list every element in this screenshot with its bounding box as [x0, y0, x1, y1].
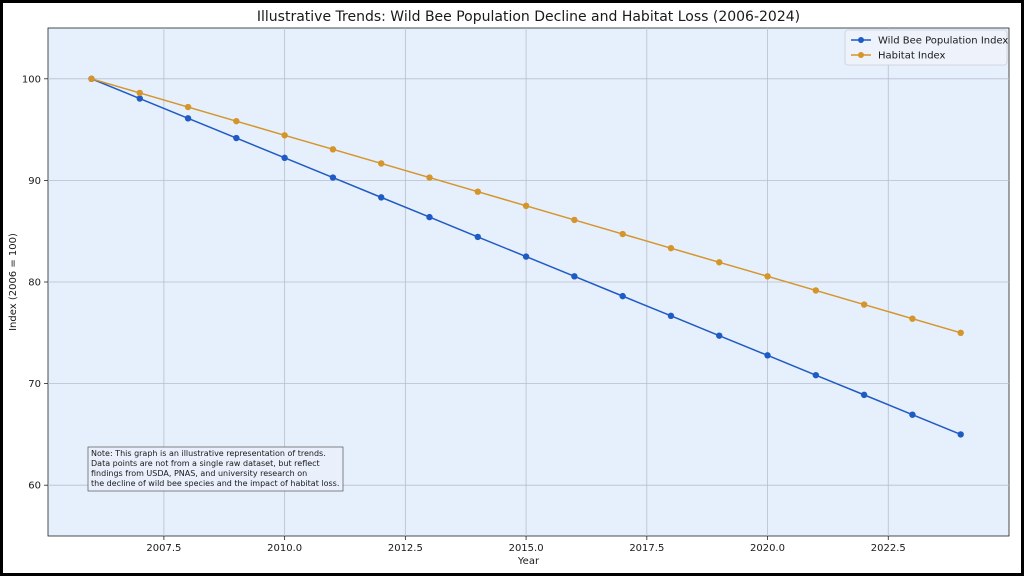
x-axis-label: Year — [517, 556, 540, 567]
x-axis-ticks: 2007.5 2010.0 2012.5 2015.0 2017.5 2020.0 2022… — [146, 536, 906, 554]
y-tick-label: 80 — [28, 278, 41, 289]
data-point — [522, 202, 530, 209]
data-point — [667, 244, 675, 252]
legend-marker — [858, 37, 864, 43]
note-line: Note: This graph is an illustrative repr… — [91, 449, 326, 458]
legend-marker — [858, 52, 864, 58]
data-point — [571, 216, 578, 224]
data-point — [909, 315, 916, 322]
data-point — [667, 312, 675, 320]
data-point — [860, 391, 868, 399]
legend-label: Wild Bee Population Index — [878, 36, 1008, 47]
legend-item: Habitat Index — [851, 51, 946, 62]
note-line: findings from USDA, PNAS, and university… — [91, 469, 307, 478]
data-point — [716, 332, 723, 339]
data-point — [136, 95, 143, 102]
data-point — [474, 233, 481, 241]
data-point — [281, 154, 288, 162]
legend-label: Habitat Index — [878, 51, 946, 62]
y-tick-label: 60 — [28, 481, 41, 492]
data-point — [812, 287, 820, 294]
data-point — [233, 117, 240, 125]
x-tick-label: 2015.0 — [509, 543, 544, 554]
data-point — [184, 115, 192, 122]
y-tick-label: 90 — [28, 176, 41, 187]
data-point — [426, 174, 433, 181]
data-point — [329, 174, 337, 181]
data-point — [474, 188, 481, 195]
chart-title: Illustrative Trends: Wild Bee Population… — [257, 9, 800, 25]
legend-item: Wild Bee Population Index — [851, 36, 1008, 47]
y-axis-label: Index (2006 = 100) — [8, 233, 19, 331]
data-point — [812, 371, 820, 379]
series-habitat-index — [88, 75, 964, 336]
data-point — [233, 134, 240, 142]
x-tick-label: 2022.5 — [871, 543, 906, 554]
data-point — [426, 213, 433, 221]
data-point — [184, 103, 192, 111]
x-tick-label: 2012.5 — [388, 543, 423, 554]
data-point — [522, 253, 530, 260]
legend-box — [844, 29, 1008, 66]
data-point — [619, 230, 626, 238]
data-point — [909, 411, 916, 418]
x-tick-label: 2020.0 — [750, 543, 785, 554]
data-point — [571, 273, 578, 280]
data-point — [764, 352, 771, 359]
x-tick-label: 2007.5 — [146, 543, 181, 554]
data-point — [860, 301, 868, 308]
grid-layer — [48, 28, 1009, 536]
data-point — [281, 132, 288, 139]
legend-items: Wild Bee Population Index Habitat Index — [851, 36, 1008, 62]
series-layer — [88, 75, 964, 438]
legend: Wild Bee Population Index Habitat Index — [844, 29, 1008, 66]
data-point — [88, 75, 95, 83]
y-tick-label: 70 — [28, 379, 41, 390]
note-line: the decline of wild bee species and the … — [91, 479, 339, 488]
x-tick-label: 2010.0 — [267, 543, 302, 554]
data-point — [329, 146, 337, 153]
note-box — [87, 446, 344, 492]
series-wild-bee-population — [88, 75, 964, 438]
x-tick-label: 2017.5 — [629, 543, 664, 554]
data-point — [957, 329, 964, 336]
data-point — [957, 431, 964, 438]
data-point — [716, 259, 723, 266]
data-point — [764, 273, 771, 280]
data-point — [136, 89, 143, 97]
note-annotation: Note: This graph is an illustrative repr… — [87, 446, 344, 492]
y-tick-label: 100 — [22, 74, 41, 85]
note-line: Data points are not from a single raw da… — [91, 459, 320, 468]
note-lines: Note: This graph is an illustrative repr… — [91, 449, 339, 488]
y-axis-ticks: 60 70 80 90 100 — [22, 74, 48, 492]
data-point — [619, 292, 626, 300]
data-point — [378, 160, 385, 167]
data-point — [378, 194, 385, 201]
